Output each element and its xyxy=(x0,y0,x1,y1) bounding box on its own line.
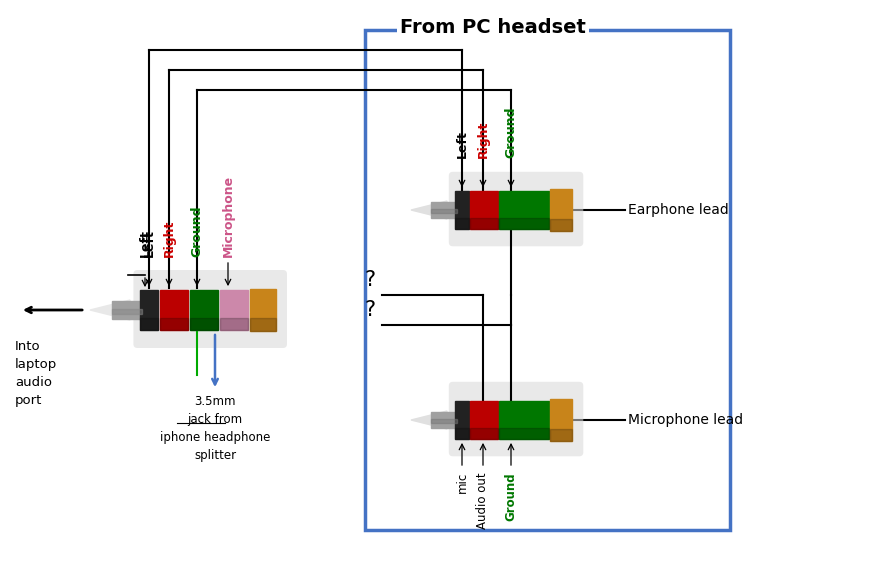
Bar xyxy=(550,189,572,231)
Bar xyxy=(455,429,469,439)
Bar xyxy=(470,218,498,229)
Bar xyxy=(455,218,469,229)
FancyBboxPatch shape xyxy=(449,382,583,457)
Text: 3.5mm
jack from
iphone headphone
splitter: 3.5mm jack from iphone headphone splitte… xyxy=(159,395,270,462)
Text: Audio out: Audio out xyxy=(477,472,489,528)
Text: Ground: Ground xyxy=(504,107,517,158)
Bar xyxy=(190,318,218,330)
Bar xyxy=(499,191,549,229)
Polygon shape xyxy=(411,411,447,429)
Text: Ground: Ground xyxy=(504,472,517,520)
Bar xyxy=(220,318,248,330)
Bar xyxy=(140,318,158,330)
Text: Left: Left xyxy=(455,130,469,158)
Bar xyxy=(455,191,469,229)
Bar xyxy=(220,290,248,330)
Bar xyxy=(455,401,469,439)
FancyBboxPatch shape xyxy=(449,172,583,246)
Text: Into
laptop
audio
port: Into laptop audio port xyxy=(15,340,58,407)
Bar xyxy=(140,290,158,330)
Text: Ground: Ground xyxy=(190,206,204,257)
Bar xyxy=(550,429,572,441)
Bar xyxy=(250,289,276,331)
Text: Right: Right xyxy=(162,219,175,257)
Text: Earphone lead: Earphone lead xyxy=(628,203,729,217)
Bar xyxy=(431,412,457,428)
Bar xyxy=(470,401,498,439)
Text: Right: Right xyxy=(477,121,489,158)
Text: From PC headset: From PC headset xyxy=(400,18,586,37)
Bar xyxy=(250,319,276,331)
Bar xyxy=(431,419,457,423)
Bar xyxy=(160,318,188,330)
Text: Microphone: Microphone xyxy=(222,175,235,257)
Bar xyxy=(190,290,218,330)
Bar xyxy=(160,290,188,330)
Bar xyxy=(431,202,457,218)
Text: ?: ? xyxy=(364,300,376,320)
Bar xyxy=(112,309,142,314)
Polygon shape xyxy=(90,300,130,320)
Text: Left: Left xyxy=(138,229,152,257)
Bar xyxy=(499,218,549,229)
Text: Microphone lead: Microphone lead xyxy=(628,413,743,427)
Bar xyxy=(112,301,142,319)
Bar xyxy=(550,219,572,231)
Bar xyxy=(550,399,572,441)
Bar xyxy=(431,209,457,213)
Text: Left: Left xyxy=(143,229,156,257)
Bar xyxy=(365,30,730,530)
Bar xyxy=(499,429,549,439)
Text: ?: ? xyxy=(364,270,376,290)
Bar xyxy=(470,429,498,439)
Text: mic: mic xyxy=(455,472,469,493)
Bar xyxy=(470,191,498,229)
Polygon shape xyxy=(411,201,447,219)
Bar xyxy=(499,401,549,439)
FancyBboxPatch shape xyxy=(134,270,287,348)
